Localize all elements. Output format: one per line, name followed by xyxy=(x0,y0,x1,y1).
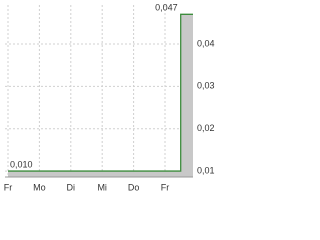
chart: 0,01 0,02 0,03 0,04 Fr Mo Di Mi Do Fr 0,010 0,047 xyxy=(4,3,215,193)
y-tick-label: 0,01 xyxy=(197,165,215,175)
x-tick-label: Do xyxy=(128,182,140,192)
line xyxy=(8,13,193,172)
x-tick-label: Mo xyxy=(33,182,46,192)
value-label: 0,047 xyxy=(155,3,178,13)
y-tick-label: 0,03 xyxy=(197,81,215,91)
x-tick-label: Di xyxy=(67,182,76,192)
x-tick-label: Fr xyxy=(161,182,170,192)
x-tick-label: Mi xyxy=(97,182,107,192)
y-tick-label: 0,04 xyxy=(197,38,215,48)
y-tick-label: 0,02 xyxy=(197,123,215,133)
x-tick-label: Fr xyxy=(4,182,13,192)
value-label: 0,010 xyxy=(10,159,33,169)
